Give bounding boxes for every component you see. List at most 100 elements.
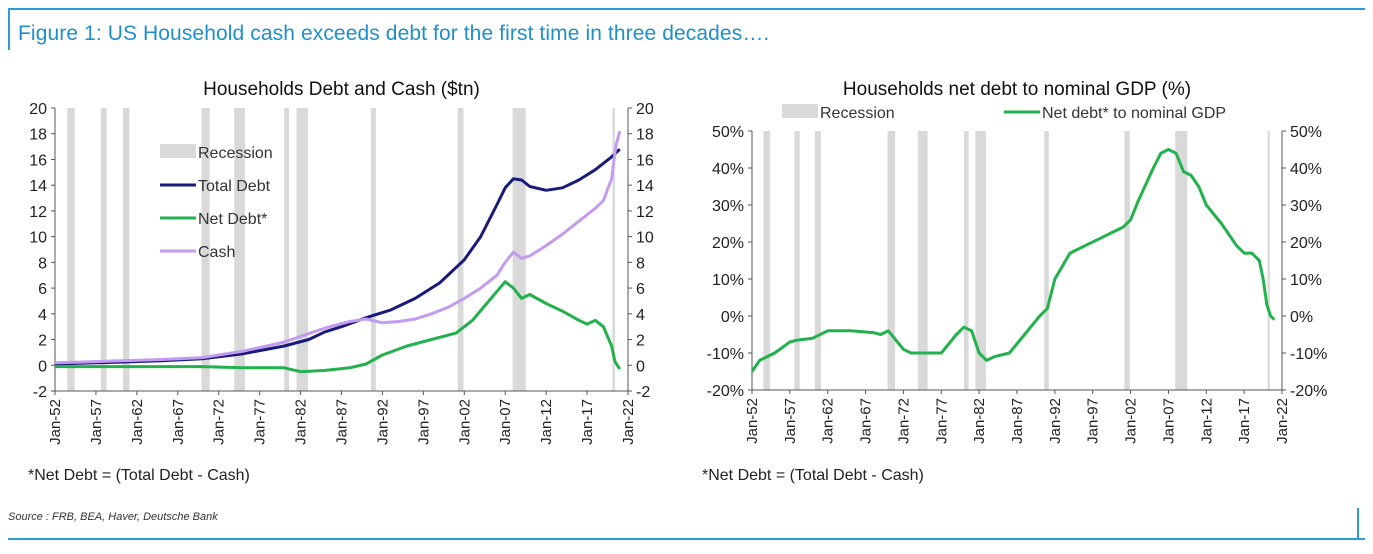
y-tick-label-left: 20% <box>712 235 744 252</box>
recession-bar <box>1124 131 1130 390</box>
chart-title: Households Debt and Cash ($tn) <box>203 79 480 100</box>
x-tick-label: Jan-02 <box>1123 398 1140 444</box>
figure-frame-top <box>8 8 1365 10</box>
x-tick-label: Jan-72 <box>895 398 912 444</box>
legend-swatch-recession <box>160 144 196 158</box>
recession-bar <box>457 108 464 391</box>
y-tick-label-right: 4 <box>636 307 645 324</box>
recession-bar <box>67 108 75 391</box>
x-tick-label: Jan-17 <box>1236 398 1253 444</box>
y-tick-label-left: 2 <box>38 333 47 350</box>
x-tick-label: Jan-22 <box>620 399 637 445</box>
x-tick-label: Jan-22 <box>1274 398 1291 444</box>
y-tick-label-right: -20% <box>1290 383 1327 400</box>
x-tick-label: Jan-12 <box>538 399 555 445</box>
x-tick-label: Jan-52 <box>47 399 64 445</box>
x-tick-label: Jan-57 <box>782 398 799 444</box>
legend-swatch-recession <box>782 104 818 118</box>
x-tick-label: Jan-87 <box>1009 398 1026 444</box>
y-tick-label-left: 8 <box>38 255 47 272</box>
y-tick-label-right: 20 <box>636 101 654 118</box>
x-tick-label: Jan-77 <box>933 398 950 444</box>
y-tick-label-right: 50% <box>1290 124 1322 141</box>
y-tick-label-right: 6 <box>636 281 645 298</box>
y-tick-label-left: 4 <box>38 307 47 324</box>
y-tick-label-right: 12 <box>636 204 654 221</box>
figure-frame-bottom <box>8 538 1365 540</box>
y-tick-label-right: -2 <box>636 384 650 401</box>
series-line-cash <box>54 130 622 365</box>
figure-frame-left <box>8 10 10 50</box>
x-tick-label: Jan-12 <box>1198 398 1215 444</box>
recession-bar <box>964 131 969 390</box>
recession-bar <box>122 108 130 391</box>
y-tick-label-left: -20% <box>707 383 744 400</box>
chart-footnote: *Net Debt = (Total Debt - Cash) <box>28 467 250 484</box>
y-tick-label-right: 20% <box>1290 235 1322 252</box>
x-tick-label: Jan-62 <box>820 398 837 444</box>
recession-bar <box>512 108 526 391</box>
y-tick-label-right: 8 <box>636 255 645 272</box>
source-note: Source : FRB, BEA, Haver, Deutsche Bank <box>8 511 218 523</box>
x-tick-label: Jan-87 <box>334 399 351 445</box>
legend-label: Recession <box>198 145 273 162</box>
y-tick-label-left: 6 <box>38 281 47 298</box>
y-tick-label-right: 0 <box>636 358 645 375</box>
recession-bar <box>100 108 107 391</box>
y-tick-label-left: 0 <box>38 358 47 375</box>
y-tick-label-left: 20 <box>29 101 47 118</box>
series-line-total-debt <box>54 148 621 366</box>
recession-bar <box>1044 131 1049 390</box>
y-tick-label-left: 40% <box>712 161 744 178</box>
x-tick-label: Jan-07 <box>497 399 514 445</box>
legend-label: Recession <box>820 105 895 122</box>
chart-net-debt-to-gdp: Households net debt to nominal GDP (%) -2… <box>702 79 1327 484</box>
legend-label: Cash <box>198 244 235 261</box>
legend-label: Net debt* to nominal GDP <box>1042 105 1226 122</box>
recession-bar <box>975 131 986 390</box>
chart-title: Households net debt to nominal GDP (%) <box>843 79 1191 100</box>
x-tick-label: Jan-97 <box>415 399 432 445</box>
x-tick-label: Jan-77 <box>252 399 269 445</box>
x-tick-label: Jan-82 <box>293 399 310 445</box>
x-tick-label: Jan-72 <box>211 399 228 445</box>
recession-bar <box>887 131 896 390</box>
recession-bar <box>1175 131 1188 390</box>
recession-bar <box>1267 131 1270 390</box>
figure-frame-right <box>1357 508 1359 538</box>
x-tick-label: Jan-52 <box>744 398 761 444</box>
recession-bar <box>814 131 821 390</box>
x-tick-label: Jan-92 <box>374 399 391 445</box>
y-tick-label-right: 40% <box>1290 161 1322 178</box>
x-tick-label: Jan-92 <box>1047 398 1064 444</box>
x-tick-label: Jan-57 <box>88 399 105 445</box>
y-tick-label-left: 0% <box>721 309 744 326</box>
recession-bar <box>612 108 615 391</box>
legend-label: Net Debt* <box>198 211 267 228</box>
y-tick-label-left: 30% <box>712 198 744 215</box>
y-tick-label-left: 14 <box>29 178 47 195</box>
x-tick-label: Jan-62 <box>129 399 146 445</box>
y-tick-label-right: 14 <box>636 178 654 195</box>
series-line-net-debt-to-nominal-gdp <box>750 148 1276 373</box>
x-tick-label: Jan-97 <box>1085 398 1102 444</box>
recession-bar <box>763 131 771 390</box>
recession-bar <box>917 131 928 390</box>
x-tick-label: Jan-07 <box>1160 398 1177 444</box>
y-tick-label-left: 10 <box>29 230 47 247</box>
legend-label: Total Debt <box>198 178 271 195</box>
y-tick-label-left: 18 <box>29 127 47 144</box>
y-tick-label-right: 0% <box>1290 309 1313 326</box>
y-tick-label-left: 16 <box>29 152 47 169</box>
recession-bar <box>794 131 800 390</box>
y-tick-label-left: -2 <box>33 384 47 401</box>
recession-bar <box>234 108 245 391</box>
chart-footnote: *Net Debt = (Total Debt - Cash) <box>702 467 924 484</box>
y-tick-label-right: 30% <box>1290 198 1322 215</box>
x-tick-label: Jan-02 <box>456 399 473 445</box>
x-tick-label: Jan-67 <box>170 399 187 445</box>
recession-bar <box>370 108 376 391</box>
chart-households-debt-cash: Households Debt and Cash ($tn) -2 -2 0 0 2 2 4 4… <box>28 79 654 484</box>
y-tick-label-right: 10% <box>1290 272 1322 289</box>
series-line-net-debt <box>55 280 622 374</box>
